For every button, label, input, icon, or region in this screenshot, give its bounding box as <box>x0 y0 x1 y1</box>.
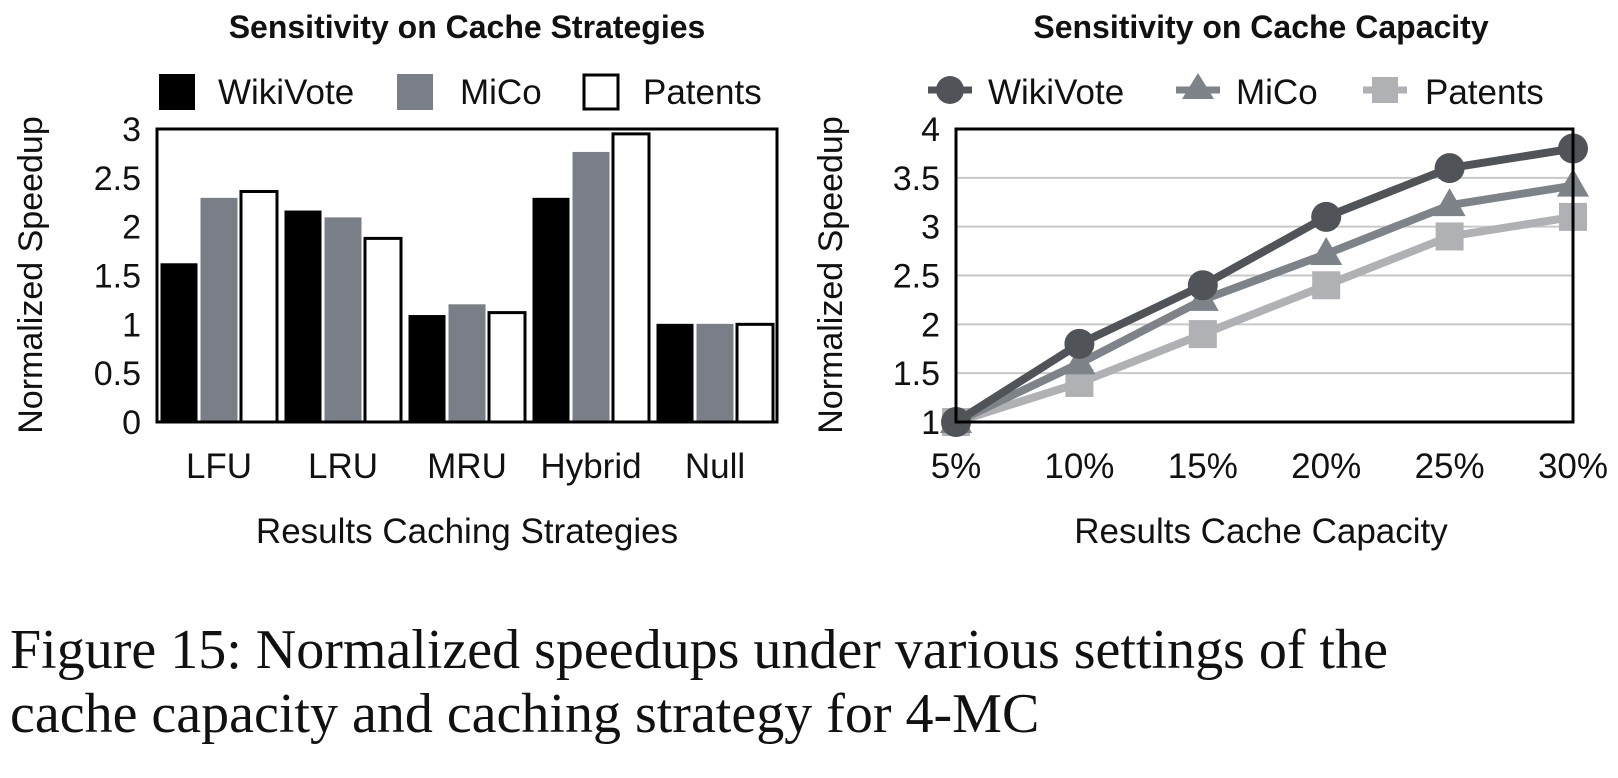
line-point-wikivote <box>1311 201 1342 232</box>
bar-patents-lru <box>363 236 403 424</box>
bar-y-tick-label: 3 <box>122 111 141 149</box>
bar-legend: WikiVote MiCo Patents <box>159 73 762 112</box>
line-point-mico <box>1063 346 1096 375</box>
line-x-tick-label: 5% <box>931 447 982 486</box>
bar-wikivote-lfu <box>160 263 198 423</box>
bar-mico-lfu <box>200 197 238 423</box>
bar-plot-frame <box>155 127 779 424</box>
bar-y-tick-label: 0 <box>122 404 141 442</box>
bar-x-tick-label: Hybrid <box>540 447 641 486</box>
bar-legend-label-patents: Patents <box>643 73 762 112</box>
bar-wikivote-mru <box>408 315 446 423</box>
line-legend-marker-wikivote <box>936 76 964 104</box>
line-point-mico <box>1310 237 1343 266</box>
line-y-tick-label: 2.5 <box>893 258 940 296</box>
bar-mico-null <box>696 323 734 423</box>
line-y-axis-label: Normalized Speedup <box>812 116 850 434</box>
line-legend-label-patents: Patents <box>1425 73 1544 112</box>
line-series-wikivote <box>953 144 1574 426</box>
line-x-tick-label: 10% <box>1044 447 1114 486</box>
line-point-wikivote <box>1434 153 1465 184</box>
line-point-wikivote <box>1064 328 1095 359</box>
bar-patents-null <box>735 322 775 424</box>
line-y-tick-label: 3 <box>921 209 940 247</box>
line-chart: Sensitivity on Cache Capacity WikiVote M… <box>812 9 1608 551</box>
caption-line-1: Figure 15: Normalized speedups under var… <box>10 619 1388 681</box>
bar-wikivote-null <box>656 323 694 423</box>
line-legend-label-wikivote: WikiVote <box>988 73 1124 112</box>
line-legend: WikiVote MiCo Patents <box>928 73 1544 112</box>
bar-marks <box>160 132 775 424</box>
bar-mico-mru <box>448 304 486 423</box>
line-chart-title: Sensitivity on Cache Capacity <box>1033 9 1488 45</box>
bar-y-tick-label: 0.5 <box>94 355 141 393</box>
bar-legend-swatch-patents <box>582 73 620 111</box>
line-x-axis-label: Results Cache Capacity <box>1074 512 1448 551</box>
line-x-tick-label: 20% <box>1291 447 1361 486</box>
line-x-tick-label: 15% <box>1168 447 1238 486</box>
line-y-tick-label: 3.5 <box>893 160 940 198</box>
line-point-patents <box>1312 271 1341 300</box>
figure-caption: Figure 15: Normalized speedups under var… <box>10 618 1610 746</box>
bar-chart-title: Sensitivity on Cache Strategies <box>229 9 706 45</box>
line-y-ticks: 1 1.5 2 2.5 3 3.5 4 <box>893 111 940 442</box>
bar-y-tick-label: 1 <box>122 306 141 344</box>
line-y-tick-label: 4 <box>921 111 940 149</box>
bar-mico-lru <box>324 217 362 423</box>
bar-y-ticks: 0 0.5 1 1.5 2 2.5 3 <box>94 111 141 442</box>
bar-x-tick-label: MRU <box>427 447 507 486</box>
bar-y-tick-label: 2.5 <box>94 160 141 198</box>
line-y-tick-label: 2 <box>921 306 940 344</box>
line-y-tick-label: 1.5 <box>893 355 940 393</box>
bar-patents-lfu <box>239 190 279 424</box>
bar-x-axis-label: Results Caching Strategies <box>256 512 678 551</box>
bar-legend-label-mico: MiCo <box>460 73 542 112</box>
bar-patents-hybrid <box>611 132 651 424</box>
bar-legend-swatch-wikivote <box>159 74 195 110</box>
line-legend-marker-mico <box>1182 73 1214 99</box>
bar-y-axis-label: Normalized Speedup <box>12 116 50 434</box>
line-x-ticks: 5% 10% 15% 20% 25% 30% <box>931 447 1608 486</box>
bar-legend-swatch-mico <box>397 74 433 110</box>
bar-legend-label-wikivote: WikiVote <box>218 73 354 112</box>
bar-mico-hybrid <box>572 151 610 423</box>
line-series-patents <box>954 212 1574 426</box>
line-point-wikivote <box>1187 270 1218 301</box>
line-legend-label-mico: MiCo <box>1236 73 1318 112</box>
bar-y-tick-label: 1.5 <box>94 258 141 296</box>
line-point-mico <box>1433 188 1466 217</box>
bar-x-tick-label: Null <box>685 447 745 486</box>
line-x-tick-label: 25% <box>1415 447 1485 486</box>
bar-patents-mru <box>487 311 527 424</box>
bar-wikivote-hybrid <box>532 197 570 423</box>
bar-chart: Sensitivity on Cache Strategies WikiVote… <box>12 9 779 551</box>
line-marks <box>940 133 1589 437</box>
caption-line-2: cache capacity and caching strategy for … <box>10 683 1040 745</box>
line-point-patents <box>1435 222 1464 251</box>
bar-x-ticks: LFU LRU MRU Hybrid Null <box>186 447 745 486</box>
line-y-tick-label: 1 <box>921 404 940 442</box>
line-x-tick-label: 30% <box>1538 447 1608 486</box>
line-plot-frame <box>954 127 1575 424</box>
line-legend-marker-patents <box>1372 77 1398 103</box>
line-point-patents <box>1188 320 1217 349</box>
bar-x-tick-label: LRU <box>308 447 378 486</box>
bar-y-tick-label: 2 <box>122 209 141 247</box>
bar-x-tick-label: LFU <box>186 447 252 486</box>
bar-wikivote-lru <box>284 210 322 423</box>
line-series-mico <box>954 181 1574 426</box>
